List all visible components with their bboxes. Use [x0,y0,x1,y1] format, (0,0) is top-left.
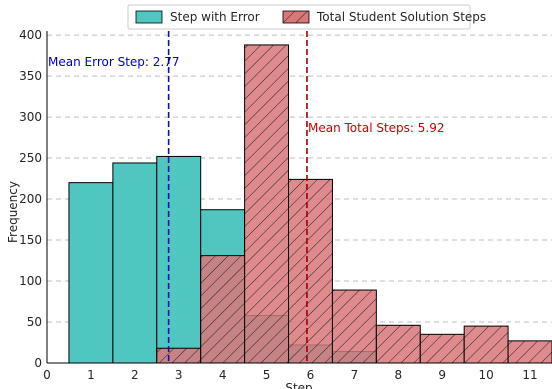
y-tick-50: 50 [27,315,42,329]
legend-swatch-total-hatch [282,10,310,24]
tick-labels: 0 50 100 150 200 250 300 350 400 0 1 2 3 4 5 6 7 8 9 10 11 [19,28,538,382]
x-tick-1: 1 [87,368,95,382]
x-tick-4: 4 [219,368,227,382]
bar-total-hatch-7 [331,289,377,364]
y-tick-200: 200 [19,192,42,206]
annotation-mean-total: Mean Total Steps: 5.92 [308,121,445,135]
bar-error-1 [68,182,114,364]
x-tick-8: 8 [394,368,402,382]
y-tick-350: 350 [19,69,42,83]
bar-error-3 [156,155,202,364]
bar-total-hatch-6 [288,178,333,364]
bar-total-hatch-4 [200,255,246,364]
x-tick-5: 5 [263,368,271,382]
axes [46,31,552,364]
x-tick-2: 2 [131,368,139,382]
bar-total-hatch-5 [244,44,290,364]
x-tick-10: 10 [478,368,493,382]
bar-total-hatch-8 [375,324,421,364]
y-axis-label: Frequency [6,181,20,243]
legend-label-error: Step with Error [170,10,260,24]
y-tick-300: 300 [19,110,42,124]
annotation-mean-error: Mean Error Step: 2.77 [48,55,179,69]
x-axis-label: Step [285,381,312,389]
y-tick-0: 0 [34,356,42,370]
x-tick-9: 9 [438,368,446,382]
bar-total-hatch-11 [507,340,552,364]
y-tick-250: 250 [19,151,42,165]
x-tick-7: 7 [351,368,359,382]
bar-total-hatch-9 [419,333,465,364]
y-tick-400: 400 [19,28,42,42]
x-tick-11: 11 [522,368,537,382]
x-tick-6: 6 [307,368,315,382]
x-tick-0: 0 [43,368,51,382]
y-tick-100: 100 [19,274,42,288]
y-tick-150: 150 [19,233,42,247]
x-tick-3: 3 [175,368,183,382]
series-total-student-solution-steps [156,44,552,364]
bar-total-hatch-10 [463,325,509,364]
legend: Step with Error Total Student Solution S… [127,4,486,30]
legend-label-total: Total Student Solution Steps [316,10,486,24]
bar-error-2 [112,162,158,364]
mean-lines [167,31,308,363]
bar-total-hatch-3 [156,347,202,364]
legend-swatch-error [135,10,163,24]
